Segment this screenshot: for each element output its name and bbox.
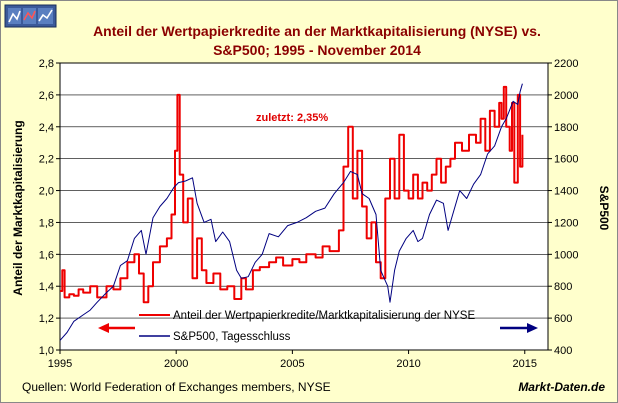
y-right-axis-label: S&P500	[597, 186, 611, 231]
legend-label-margin: Anteil der Wertpapierkredite/Marktkapita…	[173, 310, 475, 322]
x-tick-label: 2015	[513, 358, 537, 370]
left-tick-label: 1,4	[39, 281, 54, 293]
x-tick-label: 1995	[48, 358, 72, 370]
right-axis-arrow-icon	[500, 323, 538, 333]
right-tick-label: 1000	[554, 249, 578, 261]
sp500-line	[59, 83, 523, 341]
right-tick-label: 800	[554, 281, 572, 293]
chart-logo-icon	[4, 4, 57, 28]
left-tick-label: 1,2	[39, 313, 54, 325]
left-tick-label: 1,8	[39, 217, 54, 229]
left-tick-label: 2,0	[39, 186, 54, 198]
right-tick-label: 2200	[554, 58, 578, 70]
left-tick-label: 1,0	[39, 345, 54, 357]
x-tick-label: 2005	[280, 358, 304, 370]
series-layer	[59, 83, 524, 341]
x-tick-label: 2000	[164, 358, 188, 370]
legend-label-sp500: S&P500, Tagesschluss	[173, 331, 291, 343]
x-axis-ticks: 1995 2000 2005 2010 2015	[48, 350, 537, 370]
right-tick-label: 1600	[554, 154, 578, 166]
right-tick-label: 1800	[554, 122, 578, 134]
chart-title: Anteil der Wertpapierkredite an der Mark…	[93, 23, 541, 39]
margin-credit-line	[60, 85, 524, 304]
left-tick-label: 2,8	[39, 58, 54, 70]
brand-label: Markt-Daten.de	[518, 380, 605, 394]
right-tick-label: 400	[554, 345, 572, 357]
source-note: Quellen: World Federation of Exchanges m…	[22, 380, 331, 394]
right-tick-label: 1400	[554, 186, 578, 198]
right-tick-label: 1200	[554, 217, 578, 229]
last-value-annotation: zuletzt: 2,35%	[256, 112, 328, 124]
gridlines	[60, 94, 548, 319]
left-axis-ticks: 1,0 1,2 1,4 1,6 1,8 2,0 2,2 2,4 2,6 2,8	[39, 58, 60, 357]
left-tick-label: 1,6	[39, 249, 54, 261]
right-tick-label: 600	[554, 313, 572, 325]
left-tick-label: 2,6	[39, 90, 54, 102]
y-left-axis-label: Anteil der Marktkapitalisierung	[11, 120, 25, 295]
left-axis-arrow-icon	[98, 323, 135, 333]
x-tick-label: 2010	[396, 358, 420, 370]
left-tick-label: 2,4	[39, 122, 54, 134]
left-tick-label: 2,2	[39, 154, 54, 166]
right-axis-ticks: 400 600 800 1000 1200 1400 1600 1800 2000 2200	[548, 58, 578, 357]
plot-area	[59, 62, 549, 351]
right-tick-label: 2000	[554, 90, 578, 102]
legend: Anteil der Wertpapierkredite/Marktkapita…	[139, 310, 475, 343]
chart-subtitle: S&P500; 1995 - November 2014	[213, 42, 421, 58]
